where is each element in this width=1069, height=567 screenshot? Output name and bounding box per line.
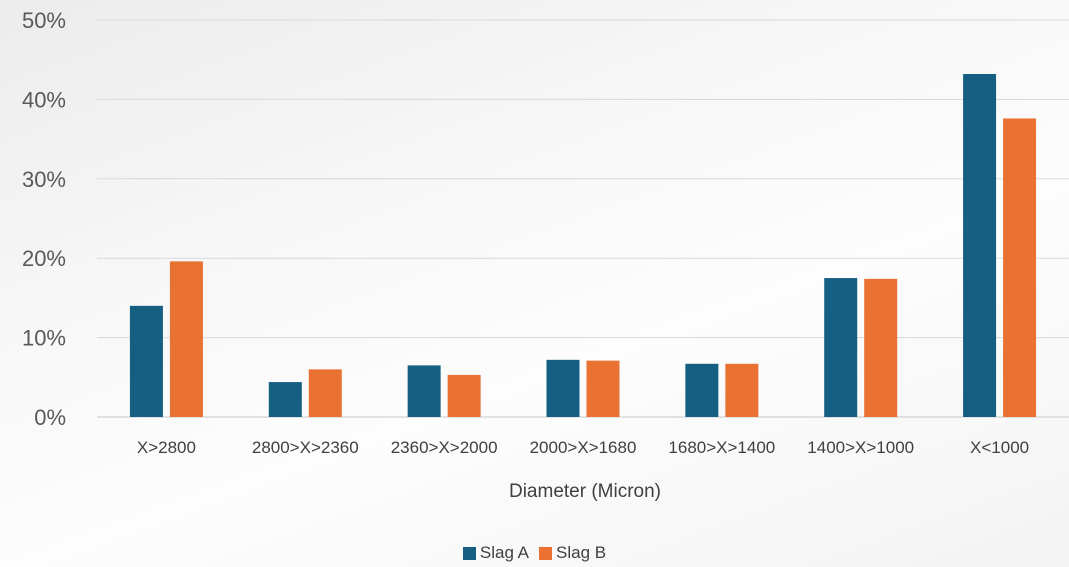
y-tick-label: 0% xyxy=(34,405,66,430)
bar-slag-a xyxy=(824,278,858,417)
legend-item-slag-a: Slag A xyxy=(462,543,530,563)
gridlines xyxy=(97,19,1069,418)
legend-label-slag-a: Slag A xyxy=(479,543,530,562)
bar-slag-a xyxy=(963,73,997,417)
y-axis-ticks: 0% 10% 20% 30% 40% 50% xyxy=(22,8,66,430)
x-axis-title: Diameter (Micron) xyxy=(509,481,661,502)
y-tick-label: 10% xyxy=(22,326,66,351)
bar-slag-a xyxy=(268,382,302,417)
bars xyxy=(129,73,1037,418)
x-tick-label: 2360>X>2000 xyxy=(391,438,498,457)
legend-item-slag-b: Slag B xyxy=(539,543,606,563)
x-tick-label: 2000>X>1680 xyxy=(530,438,637,457)
legend: Slag A Slag B xyxy=(0,543,1069,563)
bar-slag-b xyxy=(447,374,481,417)
bar-slag-b xyxy=(1003,118,1037,418)
y-tick-label: 20% xyxy=(22,246,66,271)
x-tick-label: 2800>X>2360 xyxy=(252,438,359,457)
bar-slag-b xyxy=(308,369,342,417)
x-tick-label: 1680>X>1400 xyxy=(668,438,775,457)
legend-swatch-slag-a xyxy=(462,546,476,560)
bar-slag-b xyxy=(725,363,759,417)
legend-label-slag-b: Slag B xyxy=(556,543,607,562)
y-tick-label: 30% xyxy=(22,167,66,192)
x-tick-label: 1400>X>1000 xyxy=(807,438,914,457)
x-axis-ticks: X>2800 2800>X>2360 2360>X>2000 2000>X>1680 1… xyxy=(137,438,1029,457)
bar-slag-b xyxy=(586,360,620,417)
bar-slag-b xyxy=(169,261,203,417)
y-tick-label: 50% xyxy=(22,8,66,33)
bar-slag-a xyxy=(546,359,580,417)
y-tick-label: 40% xyxy=(22,87,66,112)
legend-swatch-slag-b xyxy=(539,546,553,560)
x-tick-label: X>2800 xyxy=(137,438,196,457)
bar-slag-b xyxy=(864,278,898,417)
bar-slag-a xyxy=(407,365,441,417)
x-tick-label: X<1000 xyxy=(970,438,1029,457)
bar-slag-a xyxy=(685,363,719,417)
bar-slag-a xyxy=(129,305,163,417)
